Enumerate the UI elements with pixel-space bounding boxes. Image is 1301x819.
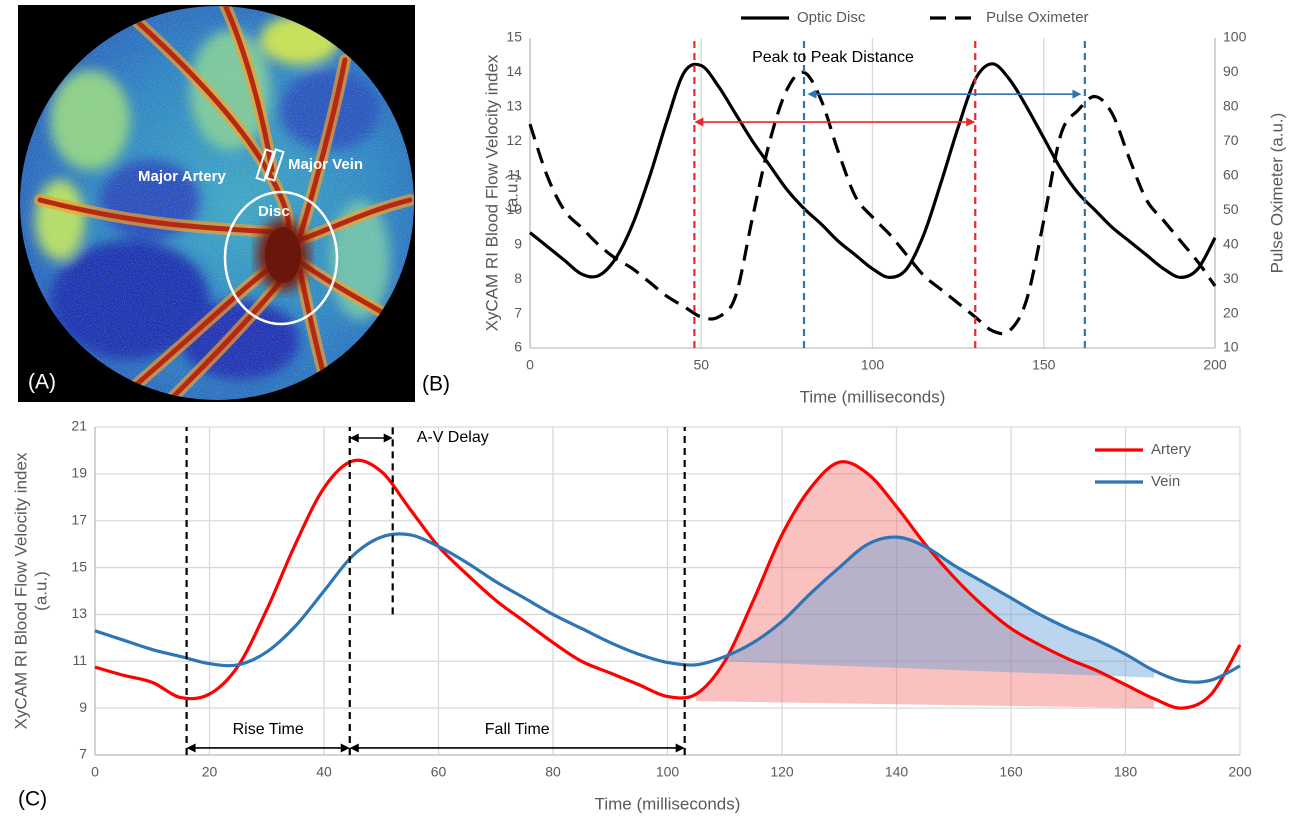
y2-tick-label: 70	[1223, 132, 1239, 148]
arrow-head	[676, 743, 685, 752]
arrow-head	[341, 743, 350, 752]
image-label: Major Artery	[138, 168, 226, 185]
x-tick-label: 200	[1228, 764, 1252, 780]
legend-label: Optic Disc	[797, 9, 866, 26]
x-axis-label: Time (milliseconds)	[595, 794, 741, 813]
x-tick-label: 50	[693, 357, 709, 373]
legend-label: Vein	[1151, 473, 1180, 490]
x-tick-label: 20	[202, 764, 218, 780]
y-tick-label: 6	[514, 339, 522, 355]
y-axis-label: XyCAM RI Blood Flow Velocity index	[11, 452, 30, 729]
panel-label: (A)	[28, 371, 56, 394]
y-tick-label: 14	[506, 63, 522, 79]
annotation: Peak to Peak Distance	[752, 49, 914, 66]
y-tick-label: 11	[72, 652, 87, 668]
retina-image	[18, 5, 415, 402]
annotation: Fall Time	[485, 721, 550, 738]
y2-tick-label: 50	[1223, 201, 1239, 217]
arrow-head	[350, 434, 359, 443]
x-tick-label: 100	[861, 357, 885, 373]
y-tick-label: 13	[71, 605, 87, 621]
x-tick-label: 160	[999, 764, 1023, 780]
x-tick-label: 0	[526, 357, 534, 373]
x-tick-label: 40	[316, 764, 332, 780]
y-tick-label: 7	[514, 304, 522, 320]
y2-tick-label: 90	[1223, 63, 1239, 79]
x-axis-label: Time (milliseconds)	[800, 387, 946, 406]
y2-tick-label: 40	[1223, 235, 1239, 251]
y2-tick-label: 100	[1223, 29, 1247, 45]
arrow-head	[966, 118, 975, 127]
x-tick-label: 80	[545, 764, 561, 780]
y-tick-label: 9	[79, 699, 87, 715]
y-axis-label: (a.u.)	[502, 173, 521, 213]
panel-label: (B)	[422, 373, 450, 396]
legend-label: Artery	[1151, 441, 1192, 458]
y-tick-label: 15	[506, 29, 522, 45]
x-tick-label: 0	[91, 764, 99, 780]
y-tick-label: 21	[71, 418, 87, 434]
x-tick-label: 200	[1203, 357, 1227, 373]
arrow-head	[187, 743, 196, 752]
x-tick-label: 100	[656, 764, 680, 780]
arrow-head	[807, 90, 816, 99]
y-tick-label: 12	[506, 132, 522, 148]
y-tick-label: 15	[71, 558, 87, 574]
panel-label: (C)	[18, 788, 47, 811]
y-tick-label: 9	[514, 235, 522, 251]
y-tick-label: 19	[71, 465, 87, 481]
x-tick-label: 150	[1032, 357, 1056, 373]
arrow-head	[694, 118, 703, 127]
y-axis-label: XyCAM RI Blood Flow Velocity index	[482, 54, 501, 331]
y2-axis-label: Pulse Oximeter (a.u.)	[1267, 113, 1286, 274]
x-tick-label: 60	[431, 764, 447, 780]
y2-tick-label: 30	[1223, 270, 1239, 286]
y-tick-label: 13	[506, 98, 522, 114]
arrow-head	[350, 743, 359, 752]
image-label: Disc	[258, 203, 290, 220]
arrow-head	[384, 434, 393, 443]
y2-tick-label: 80	[1223, 98, 1239, 114]
x-tick-label: 180	[1114, 764, 1138, 780]
y2-tick-label: 60	[1223, 166, 1239, 182]
x-tick-label: 140	[885, 764, 909, 780]
annotation: A-V Delay	[417, 429, 489, 446]
annotation: Rise Time	[233, 721, 304, 738]
x-tick-label: 120	[770, 764, 794, 780]
y-tick-label: 17	[71, 511, 87, 527]
arrow-head	[1072, 90, 1081, 99]
figure: Major Artery Major Vein Disc (A) 0501001…	[0, 0, 1301, 819]
y2-tick-label: 20	[1223, 304, 1239, 320]
legend-label: Pulse Oximeter	[986, 9, 1089, 26]
y-tick-label: 7	[79, 746, 87, 762]
y-axis-label: (a.u.)	[31, 571, 50, 611]
image-label: Major Vein	[288, 156, 363, 173]
y-tick-label: 8	[514, 270, 522, 286]
y2-tick-label: 10	[1223, 339, 1239, 355]
